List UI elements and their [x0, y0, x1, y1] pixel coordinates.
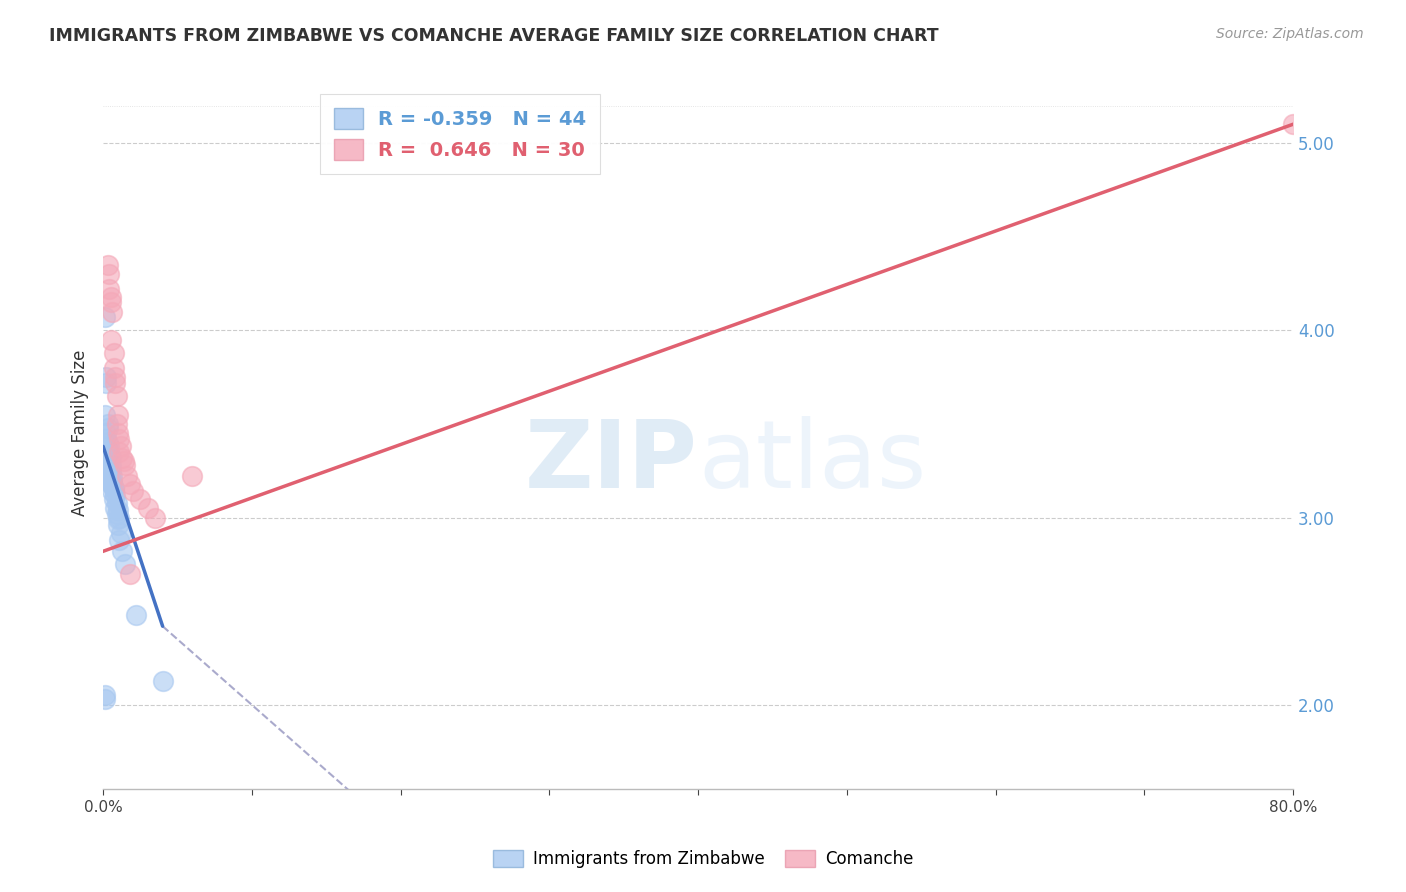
Text: Source: ZipAtlas.com: Source: ZipAtlas.com [1216, 27, 1364, 41]
Point [104, 370, 127, 384]
Point [94, 376, 117, 390]
Point [125, 607, 148, 622]
Point [100, 450, 122, 465]
Point [98, 464, 121, 478]
Point [103, 345, 125, 359]
Point [122, 484, 145, 499]
Point [108, 432, 131, 446]
Point [107, 426, 129, 441]
Point [107, 503, 129, 517]
Y-axis label: Average Family Size: Average Family Size [72, 350, 89, 516]
Point [1282, 117, 1305, 131]
Point [97, 258, 120, 272]
Point [93, 408, 115, 422]
Point [100, 473, 122, 487]
Point [152, 673, 174, 688]
Point [101, 304, 124, 318]
Point [98, 282, 121, 296]
Point [108, 533, 131, 547]
Point [107, 408, 129, 422]
Point [100, 295, 122, 310]
Point [181, 469, 204, 483]
Point [94, 370, 117, 384]
Point [97, 420, 120, 434]
Point [118, 566, 141, 581]
Point [97, 417, 120, 431]
Point [101, 473, 124, 487]
Point [111, 450, 134, 465]
Point [105, 495, 128, 509]
Point [105, 417, 128, 431]
Point [129, 491, 152, 506]
Point [136, 501, 159, 516]
Point [98, 449, 121, 463]
Point [101, 476, 124, 491]
Point [114, 558, 136, 572]
Point [143, 510, 166, 524]
Point [97, 460, 120, 475]
Text: atlas: atlas [697, 416, 927, 508]
Point [98, 267, 121, 281]
Point [94, 426, 117, 441]
Point [103, 481, 125, 495]
Point [110, 525, 132, 540]
Text: IMMIGRANTS FROM ZIMBABWE VS COMANCHE AVERAGE FAMILY SIZE CORRELATION CHART: IMMIGRANTS FROM ZIMBABWE VS COMANCHE AVE… [49, 27, 939, 45]
Point [98, 445, 121, 459]
Point [110, 439, 132, 453]
Point [100, 476, 122, 491]
Point [111, 544, 134, 558]
Point [108, 445, 131, 459]
Point [115, 469, 138, 483]
Point [104, 488, 127, 502]
Point [101, 469, 124, 483]
Point [103, 491, 125, 506]
Point [105, 389, 128, 403]
Point [97, 435, 120, 450]
Point [100, 333, 122, 347]
Text: ZIP: ZIP [526, 416, 697, 508]
Legend: R = -0.359   N = 44, R =  0.646   N = 30: R = -0.359 N = 44, R = 0.646 N = 30 [321, 95, 600, 174]
Point [98, 454, 121, 468]
Point [93, 310, 115, 325]
Point [107, 512, 129, 526]
Point [107, 518, 129, 533]
Point [108, 510, 131, 524]
Point [105, 507, 128, 521]
Point [94, 432, 117, 446]
Point [103, 360, 125, 375]
Point [118, 476, 141, 491]
Point [114, 458, 136, 472]
Point [112, 454, 135, 468]
Point [104, 501, 127, 516]
Point [93, 692, 115, 706]
Point [101, 484, 124, 499]
Point [93, 689, 115, 703]
Point [98, 439, 121, 453]
Point [100, 458, 122, 472]
Point [103, 483, 125, 497]
Point [97, 443, 120, 458]
Point [100, 464, 122, 478]
Legend: Immigrants from Zimbabwe, Comanche: Immigrants from Zimbabwe, Comanche [486, 843, 920, 875]
Point [104, 376, 127, 390]
Point [100, 289, 122, 303]
